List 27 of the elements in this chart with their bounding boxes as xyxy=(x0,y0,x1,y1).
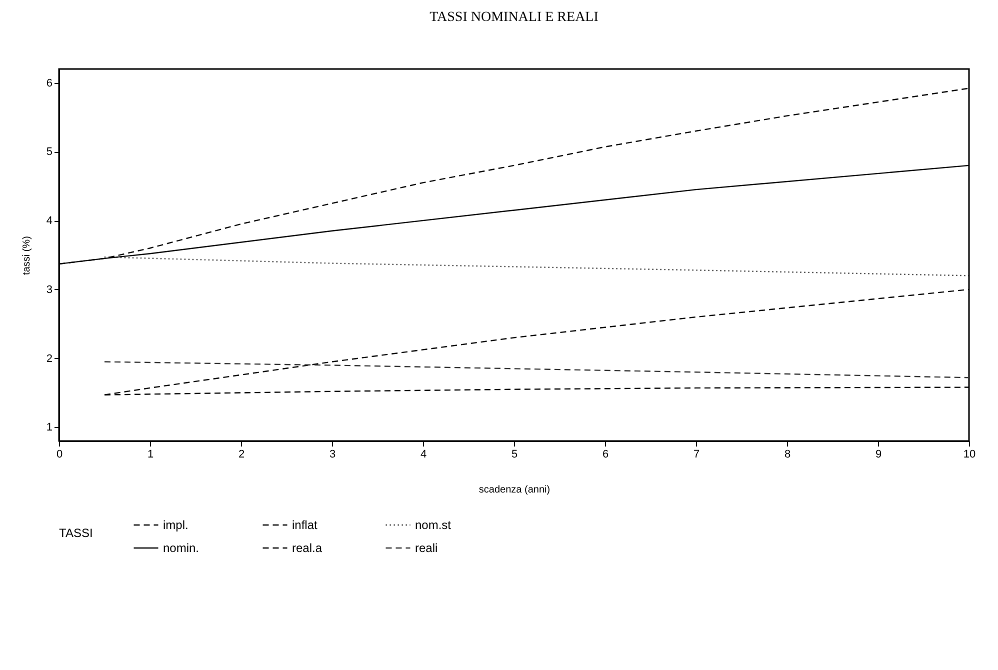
x-tick-label: 2 xyxy=(238,448,245,460)
x-tick-label: 8 xyxy=(784,448,791,460)
y-tick-label: 6 xyxy=(46,77,52,90)
x-tick-label: 5 xyxy=(511,448,518,460)
x-tick-label: 1 xyxy=(147,448,154,460)
x-tick-label: 0 xyxy=(56,448,63,460)
x-axis-title: scadenza (anni) xyxy=(478,484,550,496)
legend-label: reali xyxy=(415,541,438,555)
legend-label: inflat xyxy=(292,518,318,532)
y-tick-label: 1 xyxy=(46,422,52,434)
y-tick-label: 3 xyxy=(46,284,52,296)
x-tick-label: 6 xyxy=(602,448,609,460)
y-tick-label: 4 xyxy=(46,215,52,228)
x-tick-label: 9 xyxy=(875,448,882,460)
legend-label: real.a xyxy=(292,541,322,555)
y-axis-title: tassi (%) xyxy=(21,236,32,275)
y-tick-label: 2 xyxy=(46,352,52,365)
y-tick-label: 5 xyxy=(46,146,52,158)
x-tick-label: 3 xyxy=(329,448,336,460)
x-tick-label: 7 xyxy=(693,448,700,460)
x-tick-label: 4 xyxy=(420,448,427,460)
legend-title: TASSI xyxy=(59,526,93,540)
x-tick-label: 10 xyxy=(963,448,976,460)
legend-label: impl. xyxy=(163,518,188,532)
chart-title: TASSI NOMINALI E REALI xyxy=(430,10,599,25)
legend-label: nom.st xyxy=(415,518,452,532)
legend-label: nomin. xyxy=(163,541,200,555)
